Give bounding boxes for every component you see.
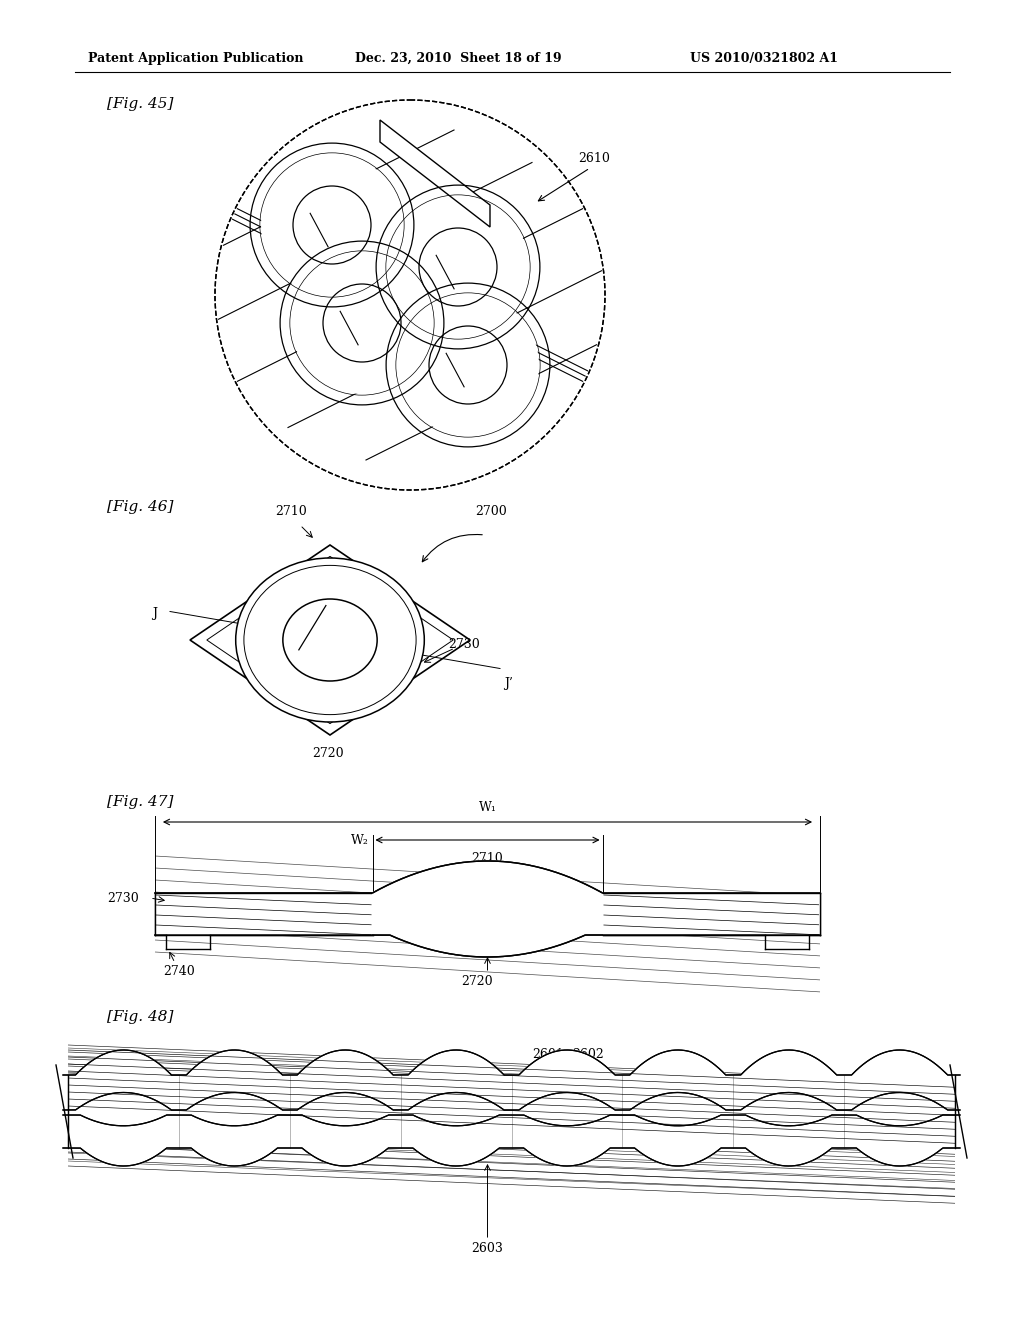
Ellipse shape xyxy=(283,599,377,681)
Text: 2710: 2710 xyxy=(275,506,307,517)
Ellipse shape xyxy=(293,186,371,264)
Polygon shape xyxy=(63,1093,961,1126)
Text: 2610: 2610 xyxy=(578,152,610,165)
Polygon shape xyxy=(63,1093,961,1126)
Polygon shape xyxy=(63,1115,961,1166)
Text: 2700: 2700 xyxy=(475,506,507,517)
Text: [Fig. 48]: [Fig. 48] xyxy=(106,1010,173,1024)
Ellipse shape xyxy=(429,326,507,404)
Text: Dec. 23, 2010  Sheet 18 of 19: Dec. 23, 2010 Sheet 18 of 19 xyxy=(355,51,561,65)
Polygon shape xyxy=(373,861,602,957)
Text: J’: J’ xyxy=(504,676,513,689)
Text: Patent Application Publication: Patent Application Publication xyxy=(88,51,303,65)
Text: 2740: 2740 xyxy=(163,965,195,978)
Text: W₁: W₁ xyxy=(478,801,497,814)
Polygon shape xyxy=(63,1049,961,1110)
Text: 2710: 2710 xyxy=(472,851,504,865)
Ellipse shape xyxy=(261,154,403,296)
Polygon shape xyxy=(63,1115,961,1166)
Polygon shape xyxy=(155,894,373,935)
Ellipse shape xyxy=(291,252,433,393)
Text: 2720: 2720 xyxy=(312,747,344,760)
Ellipse shape xyxy=(323,284,401,362)
Polygon shape xyxy=(190,545,470,735)
Text: 2602: 2602 xyxy=(572,1048,604,1061)
Ellipse shape xyxy=(387,195,529,338)
Ellipse shape xyxy=(397,294,539,436)
Ellipse shape xyxy=(244,565,416,714)
Polygon shape xyxy=(63,1049,961,1110)
Text: [Fig. 46]: [Fig. 46] xyxy=(106,500,173,513)
Text: [Fig. 47]: [Fig. 47] xyxy=(106,795,173,809)
Polygon shape xyxy=(63,1115,961,1166)
Polygon shape xyxy=(602,894,820,935)
Text: 2720: 2720 xyxy=(462,975,494,987)
Polygon shape xyxy=(63,1049,961,1110)
Text: W₂: W₂ xyxy=(350,833,369,846)
Text: 2603: 2603 xyxy=(472,1242,504,1255)
Text: 2601: 2601 xyxy=(531,1048,564,1061)
Text: [Fig. 45]: [Fig. 45] xyxy=(106,96,173,111)
Text: 2730: 2730 xyxy=(449,638,480,651)
Ellipse shape xyxy=(419,228,497,306)
Text: 2730: 2730 xyxy=(106,891,138,904)
Text: J: J xyxy=(152,607,157,620)
Polygon shape xyxy=(380,120,490,227)
Text: US 2010/0321802 A1: US 2010/0321802 A1 xyxy=(690,51,838,65)
Ellipse shape xyxy=(236,558,424,722)
